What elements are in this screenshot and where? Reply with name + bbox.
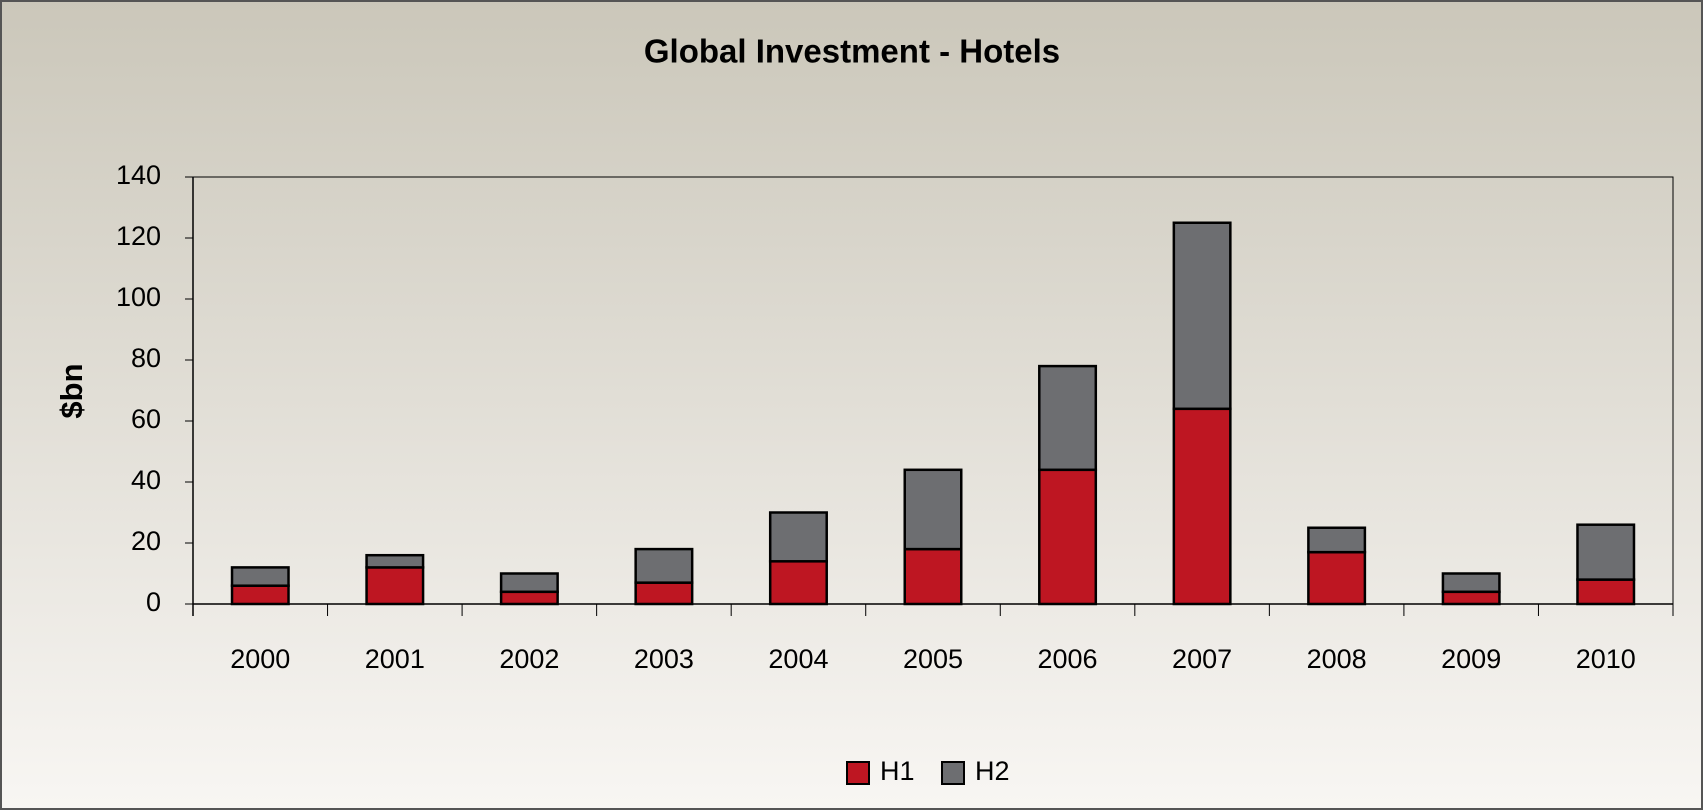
x-tick-label: 2008 bbox=[1307, 644, 1367, 674]
y-axis-title: $bn bbox=[54, 363, 89, 418]
bar-segment bbox=[365, 553, 425, 569]
chart-title: Global Investment - Hotels bbox=[644, 33, 1060, 70]
x-tick-label: 2002 bbox=[499, 644, 559, 674]
bar-segment bbox=[1172, 221, 1232, 411]
bar-segment bbox=[230, 566, 290, 587]
x-tick-label: 2009 bbox=[1441, 644, 1501, 674]
legend-swatch bbox=[846, 761, 870, 785]
x-tick-label: 2000 bbox=[230, 644, 290, 674]
x-tick-label: 2010 bbox=[1576, 644, 1636, 674]
bar-segment bbox=[1441, 590, 1501, 606]
x-tick-label: 2004 bbox=[768, 644, 828, 674]
bar-segment bbox=[634, 547, 694, 584]
bar-segment bbox=[1172, 407, 1232, 606]
bar-segment bbox=[230, 584, 290, 606]
y-tick-label: 20 bbox=[131, 526, 161, 556]
bar-segment bbox=[1307, 550, 1367, 606]
y-tick-label: 120 bbox=[116, 221, 161, 251]
y-tick-label: 80 bbox=[131, 343, 161, 373]
bar-segment bbox=[499, 572, 559, 594]
x-tick-label: 2003 bbox=[634, 644, 694, 674]
bar-segment bbox=[1576, 523, 1636, 581]
x-tick-label: 2001 bbox=[365, 644, 425, 674]
bar-segment bbox=[768, 511, 828, 563]
legend-swatch bbox=[941, 761, 965, 785]
y-tick-label: 0 bbox=[146, 587, 161, 617]
bar-segment bbox=[768, 560, 828, 606]
x-tick-label: 2007 bbox=[1172, 644, 1232, 674]
bar-segment bbox=[365, 566, 425, 606]
bar-segment bbox=[1038, 468, 1098, 606]
y-tick-label: 100 bbox=[116, 282, 161, 312]
legend-label: H2 bbox=[975, 756, 1010, 786]
bar-segment bbox=[634, 581, 694, 606]
bar-segment bbox=[1038, 364, 1098, 472]
y-tick-label: 140 bbox=[116, 160, 161, 190]
y-tick-label: 40 bbox=[131, 465, 161, 495]
y-tick-label: 60 bbox=[131, 404, 161, 434]
bar-segment bbox=[499, 590, 559, 606]
bar-segment bbox=[903, 547, 963, 606]
bar-segment bbox=[903, 468, 963, 551]
bar-segment bbox=[1441, 572, 1501, 594]
x-tick-label: 2005 bbox=[903, 644, 963, 674]
bar-segment bbox=[1576, 578, 1636, 606]
legend-label: H1 bbox=[880, 756, 915, 786]
bar-segment bbox=[1307, 526, 1367, 554]
x-tick-label: 2006 bbox=[1038, 644, 1098, 674]
